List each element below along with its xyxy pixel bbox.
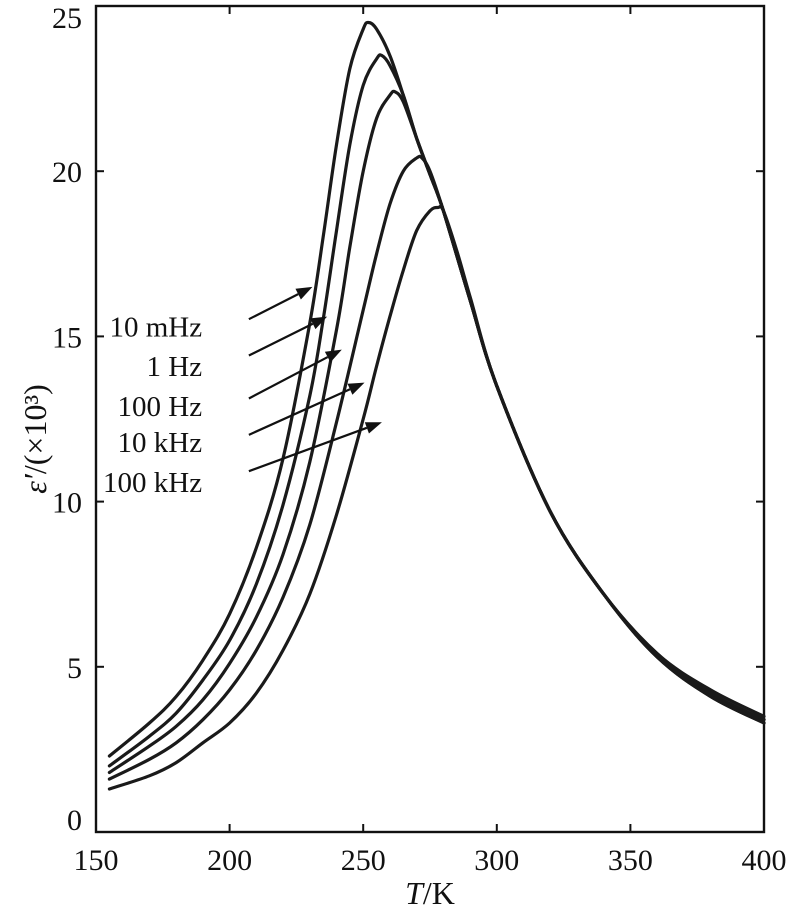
series-label-100-hz: 100 Hz [118,391,203,423]
series-curves-group [107,20,766,791]
x-tick-label: 150 [74,844,119,877]
series-line-100-khz [107,204,766,791]
series-arrow-10-mhz [248,293,299,321]
series-arrow-100-hz [248,356,329,400]
series-arrow-10-khz [248,388,351,436]
plot-frame [94,4,766,834]
series-arrowhead-100-hz [324,349,342,363]
series-label-100-khz: 100 kHz [103,467,202,499]
series-line-10-khz [107,154,766,781]
series-arrowhead-10-mhz [295,286,313,300]
series-line-10-mhz [107,20,766,758]
x-tick-label: 400 [742,844,787,877]
y-tick-label: 15 [52,321,82,354]
y-tick-label: 0 [67,804,82,837]
series-arrow-100-khz [248,426,368,473]
x-tick-label: 250 [341,844,386,877]
series-label-10-khz: 10 kHz [118,427,203,459]
x-tick-label: 350 [608,844,653,877]
series-line-1-hz [107,53,766,768]
x-tick-label: 200 [207,844,252,877]
y-tick-label: 20 [52,156,82,189]
axis-ticks-group: 150 200 250 300 350 400 0 5 10 15 20 25 [52,2,787,877]
plot-frame-group [94,4,766,834]
series-labels-group: 10 mHz 1 Hz 100 Hz 10 kHz 100 kHz [103,286,382,499]
y-tick-label: 10 [52,487,82,520]
x-axis-unit: /K [423,875,455,911]
series-arrowhead-1-hz [310,316,328,330]
series-arrowhead-100-khz [364,422,382,434]
x-axis-label: T/K [405,875,455,911]
series-label-1-hz: 1 Hz [147,351,203,383]
x-axis-symbol: T [405,875,425,911]
y-tick-label: 25 [52,2,82,35]
series-label-10-mhz: 10 mHz [109,311,202,343]
series-arrow-1-hz [248,322,314,357]
y-axis-symbol: ε′ [17,473,53,494]
y-axis-unit: /(×10³) [17,384,53,474]
y-axis-label: ε′/(×10³) [17,384,53,493]
x-tick-label: 300 [474,844,519,877]
series-arrowhead-10-khz [347,382,365,395]
y-tick-label: 5 [67,652,82,685]
